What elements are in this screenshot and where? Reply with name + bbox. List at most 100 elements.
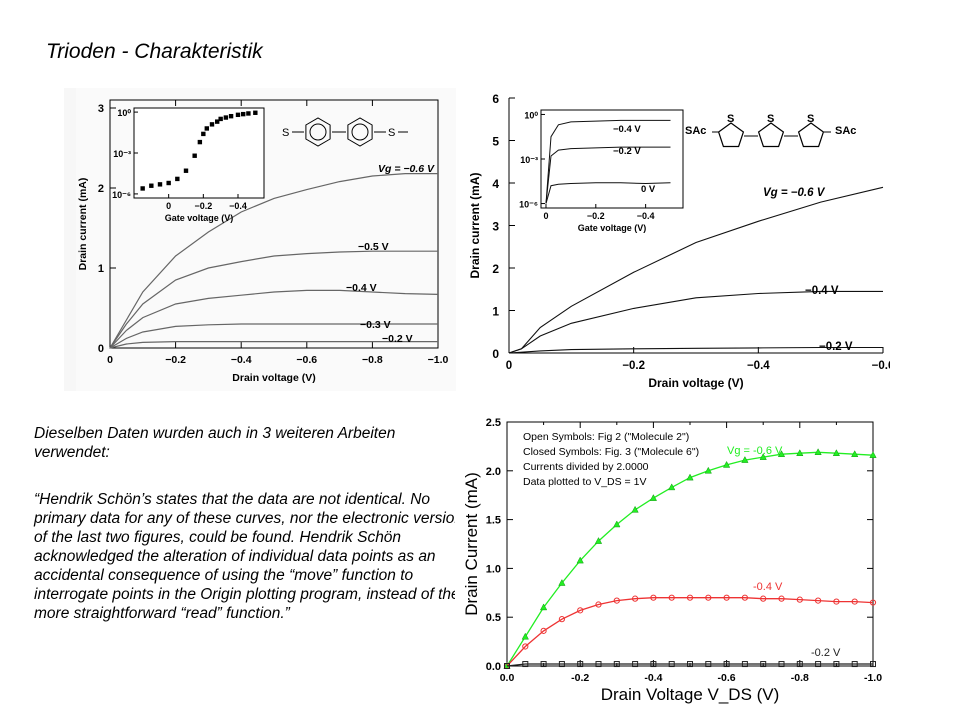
inset-frame	[133, 107, 265, 199]
molecule-left-label: SAc	[685, 125, 706, 137]
inset-y-tick-label: 10⁻³	[520, 155, 538, 165]
inset-frame	[540, 109, 684, 209]
x-tick-label: 0.0	[500, 672, 515, 684]
inset-data-point	[140, 186, 145, 191]
series-label: −0.3 V	[360, 319, 391, 331]
data-marker	[705, 661, 712, 668]
y-axis-title: Drain current (mA)	[77, 178, 89, 271]
chart-triode-biphenyl: 0 −0.2 −0.4 −0.6 −0.8 −1.0 0 1 2 3 Drain voltage (…	[64, 88, 456, 391]
inset-series-line	[545, 119, 671, 204]
data-marker	[723, 594, 730, 601]
series-label: −0.4 V	[805, 285, 839, 297]
inset-data-point	[183, 168, 189, 173]
inset-x-tick-label: 0	[543, 211, 548, 221]
data-marker	[540, 627, 547, 634]
y-axis-title: Drain Current (mA)	[462, 472, 481, 616]
data-marker	[668, 594, 675, 601]
series-line	[506, 597, 874, 667]
ring-sulfur-label: S	[727, 113, 734, 125]
inset-data-point	[241, 111, 246, 117]
data-marker	[539, 603, 548, 611]
data-marker	[833, 598, 840, 605]
y-tick-label: 4	[492, 177, 499, 191]
series-line	[508, 346, 883, 354]
data-marker	[650, 661, 657, 668]
data-marker	[522, 643, 529, 650]
data-marker	[613, 597, 620, 604]
x-tick-label: −1.0	[428, 354, 449, 366]
chart-triode-terthiophene: 0 −0.2 −0.4 −0.6 0 1 2 3 4 5 6 Drain voltage (V) Dra…	[463, 88, 890, 393]
data-marker	[851, 450, 859, 457]
inset-data-point	[253, 110, 258, 115]
y-tick-label: 2	[492, 262, 499, 276]
series-line	[109, 341, 438, 349]
data-marker	[632, 595, 639, 602]
inset-x-tick-label: −0.2	[587, 211, 605, 221]
inset-data-point	[166, 180, 171, 186]
inset-data-point	[192, 153, 197, 158]
series-label: Vg = −0.6 V	[378, 163, 435, 175]
data-marker	[650, 594, 657, 601]
inset-data-point	[228, 113, 234, 119]
x-tick-label: −0.4	[747, 360, 770, 372]
data-marker	[613, 661, 620, 668]
aromatic-circle	[309, 123, 327, 141]
x-tick-label: 0	[506, 360, 512, 372]
x-axis-title: Drain voltage (V)	[648, 376, 743, 390]
ring-sulfur-label: S	[807, 113, 814, 125]
benzene-ring	[347, 117, 373, 147]
data-marker	[632, 661, 639, 668]
y-tick-label: 1.0	[486, 563, 501, 575]
series-label: −0.5 V	[358, 241, 389, 253]
inset-y-tick-label: 10⁻⁶	[112, 190, 131, 200]
inset-data-point	[149, 183, 154, 188]
series-line	[508, 290, 883, 354]
chart-overlay-comparison: 0.0 -0.2 -0.4 -0.6 -0.8 -1.0 0.0 0.5 1.0 1.5 2.0 2.…	[455, 412, 885, 718]
y-tick-label: 1.5	[486, 515, 501, 527]
series-line	[508, 186, 884, 354]
inset-series-line	[545, 182, 671, 204]
quote-paragraph: “Hendrik Schön’s states that the data ar…	[34, 491, 471, 622]
x-tick-label: -1.0	[864, 672, 882, 684]
series-line	[109, 323, 438, 349]
series-label: −0.2 V	[382, 333, 413, 345]
inset-data-point	[223, 115, 229, 120]
data-marker	[759, 453, 767, 460]
x-tick-label: 0	[107, 354, 113, 366]
y-tick-label: 0.5	[486, 612, 501, 624]
data-marker	[833, 661, 840, 668]
data-marker	[540, 661, 547, 668]
x-axis-title: Drain Voltage V_DS (V)	[601, 685, 780, 704]
series-label: Vg = -0.6 V	[727, 445, 783, 457]
inset-y-tick-label: 10⁻⁶	[519, 200, 538, 210]
x-tick-label: −0.4	[231, 354, 252, 366]
legend-text-line: Data plotted to V_DS = 1V	[523, 476, 646, 488]
molecule-structure: SAc S S S SAc	[685, 113, 856, 148]
data-marker	[576, 556, 584, 564]
data-marker	[741, 594, 748, 601]
inset-data-point	[157, 182, 163, 187]
thiophene-ring	[797, 122, 825, 148]
inset-series-label: 0 V	[641, 184, 656, 195]
x-axis-title: Drain voltage (V)	[232, 372, 315, 384]
x-tick-label: -0.8	[791, 672, 809, 684]
benzene-ring	[305, 117, 331, 147]
molecule-right-label: S	[388, 127, 395, 139]
y-tick-label: 3	[492, 220, 499, 234]
data-marker	[796, 661, 803, 668]
series-label: -0.4 V	[753, 581, 783, 593]
inset-data-point	[175, 176, 180, 182]
data-marker	[686, 594, 694, 601]
intro-paragraph: Dieselben Daten wurden auch in 3 weitere…	[34, 425, 396, 461]
aromatic-circle	[351, 123, 369, 141]
series-line	[506, 663, 873, 667]
data-marker	[595, 661, 602, 668]
series-label: −0.4 V	[346, 282, 377, 294]
plot-frame	[109, 99, 439, 349]
data-marker	[760, 661, 767, 668]
x-tick-label: −0.2	[165, 354, 186, 366]
inset-y-tick-label: 10⁻³	[113, 149, 131, 159]
data-marker	[631, 505, 639, 513]
data-marker	[869, 599, 877, 606]
